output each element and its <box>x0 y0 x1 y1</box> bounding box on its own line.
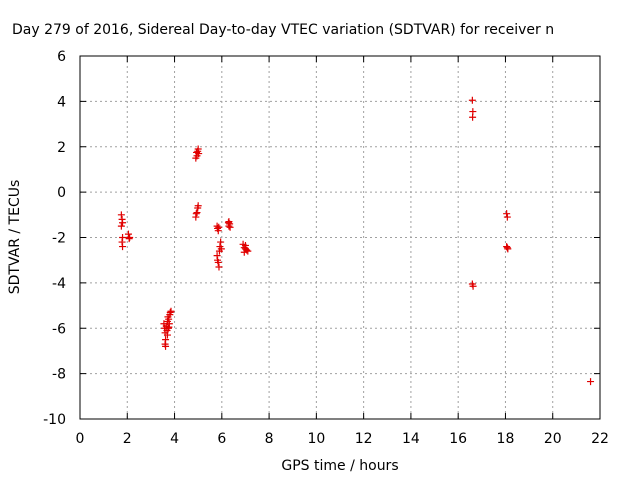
data-point <box>224 219 232 227</box>
x-tick-label: 8 <box>265 431 274 447</box>
y-tick-label: -2 <box>52 231 66 247</box>
data-point <box>240 248 248 256</box>
data-point <box>124 230 132 238</box>
data-point <box>193 148 201 156</box>
data-point <box>468 96 476 104</box>
x-tick-label: 18 <box>497 431 515 447</box>
data-point <box>165 315 173 323</box>
data-point <box>194 202 202 210</box>
data-point <box>117 222 125 230</box>
data-point <box>215 263 223 271</box>
data-point <box>167 307 175 315</box>
y-tick-label: 2 <box>57 140 66 156</box>
x-tick-label: 6 <box>217 431 226 447</box>
y-tick-label: -10 <box>43 412 66 428</box>
x-tick-label: 2 <box>123 431 132 447</box>
x-tick-label: 0 <box>76 431 85 447</box>
data-point <box>215 223 223 231</box>
y-tick-label: -4 <box>52 276 66 292</box>
data-point <box>226 223 234 231</box>
data-point <box>244 247 252 255</box>
data-point <box>192 210 200 218</box>
data-point <box>503 213 511 221</box>
x-tick-label: 20 <box>544 431 562 447</box>
data-point <box>163 331 171 339</box>
data-point <box>217 245 225 253</box>
grid-layer <box>80 56 600 419</box>
data-point <box>469 113 477 121</box>
y-tick-label: 6 <box>57 49 66 65</box>
data-point <box>119 243 127 251</box>
data-point <box>125 235 133 243</box>
points-layer <box>117 96 595 386</box>
x-tick-label: 12 <box>355 431 373 447</box>
data-point <box>503 210 511 218</box>
data-point <box>119 219 127 227</box>
data-point <box>469 282 477 290</box>
ticks-layer: 0 2 4 6 8 10 12 14 16 18 20 22 -10 -8 -6 -4 -2 0 2 4 6 <box>43 49 609 447</box>
y-tick-label: -8 <box>52 367 66 383</box>
x-axis-label: GPS time / hours <box>281 458 398 474</box>
x-tick-label: 14 <box>402 431 420 447</box>
data-point <box>162 342 170 350</box>
data-point <box>214 258 222 266</box>
data-point <box>504 245 512 253</box>
y-axis-label: SDTVAR / TECUs <box>7 180 23 295</box>
data-point <box>241 241 249 249</box>
chart-title: Day 279 of 2016, Sidereal Day-to-day VTE… <box>12 22 554 38</box>
y-tick-label: 0 <box>57 185 66 201</box>
data-point <box>165 323 173 331</box>
data-point <box>117 211 125 219</box>
x-tick-label: 16 <box>449 431 467 447</box>
data-point <box>166 308 174 316</box>
data-point <box>587 378 595 386</box>
data-point <box>193 209 201 217</box>
data-point <box>217 238 225 246</box>
x-tick-label: 10 <box>307 431 325 447</box>
x-tick-label: 22 <box>591 431 609 447</box>
y-tick-label: -6 <box>52 321 66 337</box>
y-tick-label: 4 <box>57 94 66 110</box>
x-tick-label: 4 <box>170 431 179 447</box>
